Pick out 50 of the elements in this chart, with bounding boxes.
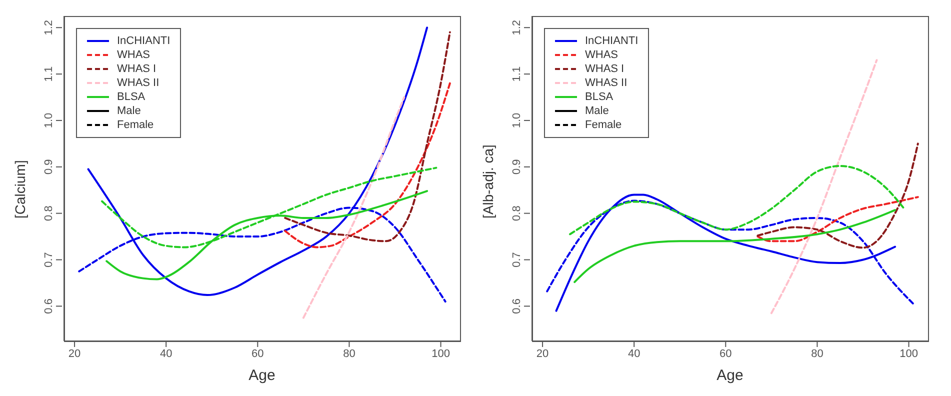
x-tick-label: 20 xyxy=(536,348,549,360)
legend-label: WHAS xyxy=(117,49,150,61)
x-tick-label: 100 xyxy=(900,348,918,360)
y-tick-label: 0.9 xyxy=(43,159,55,175)
x-tick-label: 20 xyxy=(68,348,81,360)
line-series xyxy=(569,164,906,236)
line-series xyxy=(302,96,406,319)
y-tick-label: 0.6 xyxy=(511,298,523,314)
legend-label: WHAS xyxy=(585,49,618,61)
x-tick-label: 40 xyxy=(628,348,640,360)
y-tick-label: 0.8 xyxy=(43,206,55,221)
legend-label: WHAS I xyxy=(117,63,156,75)
x-tick-label: 80 xyxy=(343,348,356,360)
x-tick-label: 80 xyxy=(811,348,824,360)
y-axis-title: [Calcium] xyxy=(12,160,28,218)
y-tick-label: 1.1 xyxy=(511,66,523,82)
legend-label: BLSA xyxy=(117,91,146,103)
y-tick-label: 1.2 xyxy=(43,20,55,36)
x-tick-label: 100 xyxy=(432,348,450,360)
x-tick-label: 40 xyxy=(160,348,172,360)
legend-label: WHAS II xyxy=(117,77,160,89)
y-tick-label: 1.0 xyxy=(43,112,55,128)
x-tick-label: 60 xyxy=(720,348,732,360)
y-tick-label: 0.7 xyxy=(511,252,523,268)
legend-label: WHAS II xyxy=(585,77,628,89)
line-series xyxy=(770,59,878,314)
legend-label: InCHIANTI xyxy=(585,35,638,47)
x-axis-title: Age xyxy=(248,367,276,384)
legend-label: Female xyxy=(585,119,622,131)
line-series xyxy=(284,82,451,248)
legend-label: BLSA xyxy=(585,91,614,103)
y-tick-label: 0.8 xyxy=(511,206,523,221)
y-axis-title: [Alb-adj. ca] xyxy=(480,144,496,218)
legend-label: WHAS I xyxy=(585,63,624,75)
y-tick-label: 1.1 xyxy=(43,66,55,82)
line-series xyxy=(284,31,451,242)
legend-label: InCHIANTI xyxy=(117,35,170,47)
y-tick-label: 1.2 xyxy=(511,20,523,36)
legend-label: Male xyxy=(117,105,141,117)
line-series xyxy=(574,209,896,284)
y-tick-label: 0.7 xyxy=(43,252,55,268)
line-series xyxy=(756,142,919,249)
legend-label: Female xyxy=(117,119,154,131)
y-tick-label: 1.0 xyxy=(511,112,523,128)
x-axis-title: Age xyxy=(716,367,744,384)
y-tick-label: 0.9 xyxy=(511,159,523,175)
legend-label: Male xyxy=(585,105,609,117)
line-series xyxy=(756,196,919,242)
x-tick-label: 60 xyxy=(252,348,264,360)
y-tick-label: 0.6 xyxy=(43,298,55,314)
